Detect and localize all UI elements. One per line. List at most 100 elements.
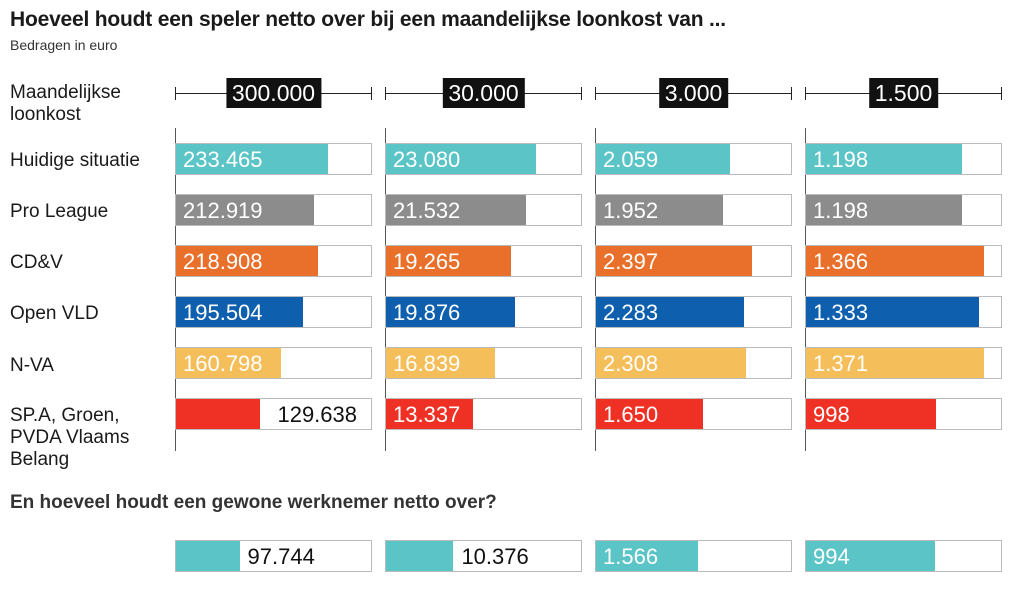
bar-fill [176, 399, 261, 429]
bar: 1.371 [805, 347, 1002, 379]
bar-fill [596, 297, 745, 327]
bar: 195.504 [175, 296, 372, 328]
bar-value-label: 160.798 [183, 351, 263, 376]
bar: 218.908 [175, 245, 372, 277]
bar-value-label: 16.839 [393, 351, 461, 376]
bar: 19.265 [385, 245, 582, 277]
column-header-label: 30.000 [442, 78, 525, 108]
row-label: SP.A, Groen, PVDA Vlaams Belang [10, 405, 130, 470]
bar-value-label: 1.371 [813, 351, 869, 376]
bar: 160.798 [175, 347, 372, 379]
column-header: 30.000 [385, 78, 582, 108]
chart-subtitle: Bedragen in euro [10, 37, 118, 53]
bar-fill [596, 399, 704, 429]
row-label: CD&V [10, 252, 63, 273]
bar: 1.198 [805, 143, 1002, 175]
bar-value-label: 2.308 [603, 351, 659, 376]
header-tick [791, 87, 792, 100]
bar-value-label: 1.952 [603, 198, 659, 223]
bar-value-label: 2.283 [603, 300, 659, 325]
row-label: Huidige situatie [10, 150, 140, 171]
bar-value-label: 1.366 [813, 249, 869, 274]
bar-value-label: 218.908 [183, 249, 263, 274]
bar-value-label: 1.566 [603, 544, 659, 569]
bar-fill [176, 195, 315, 225]
header-tick [371, 87, 372, 100]
bar-fill [386, 195, 526, 225]
bar-value-label: 2.059 [603, 147, 659, 172]
bar-fill [806, 246, 984, 276]
bar-fill [386, 541, 454, 571]
bar-value-label: 195.504 [183, 300, 263, 325]
bar-value-label: 212.919 [183, 198, 263, 223]
bar-fill [596, 541, 698, 571]
bar-value-label: 1.650 [603, 402, 659, 427]
bar-value-label: 998 [813, 402, 850, 427]
werknemer-bar: 994 [805, 540, 1002, 572]
header-tick [595, 87, 596, 100]
bar-value-label: 21.532 [393, 198, 461, 223]
bar-value-label: 19.876 [393, 300, 461, 325]
bar: 212.919 [175, 194, 372, 226]
header-tick [385, 87, 386, 100]
bar-value-label: 1.198 [813, 198, 869, 223]
bar-value-label: 19.265 [393, 249, 461, 274]
column-header: 1.500 [805, 78, 1002, 108]
bar: 21.532 [385, 194, 582, 226]
section2-title: En hoeveel houdt een gewone werknemer ne… [10, 492, 497, 513]
bar-fill [386, 348, 496, 378]
header-tick [805, 87, 806, 100]
bar: 129.638 [175, 398, 372, 430]
bar-fill [806, 348, 985, 378]
column-axis-line [175, 128, 176, 451]
bar: 1.650 [595, 398, 792, 430]
bar-fill [176, 246, 319, 276]
bar: 1.333 [805, 296, 1002, 328]
bar-fill [176, 348, 281, 378]
bar-fill [386, 144, 537, 174]
column-axis-line [385, 128, 386, 451]
header-label: Maandelijkse loonkost [10, 82, 121, 125]
bar-fill [806, 195, 962, 225]
row-label: Open VLD [10, 303, 99, 324]
column-axis-line [595, 128, 596, 451]
chart-title: Hoeveel houdt een speler netto over bij … [10, 8, 726, 31]
bar: 2.059 [595, 143, 792, 175]
column-header-label: 300.000 [225, 78, 322, 108]
bar: 13.337 [385, 398, 582, 430]
bar-value-label: 23.080 [393, 147, 461, 172]
bar-fill [596, 348, 747, 378]
bar: 2.308 [595, 347, 792, 379]
column-header: 3.000 [595, 78, 792, 108]
bar-value-label: 233.465 [183, 147, 263, 172]
column-header-label: 1.500 [868, 78, 939, 108]
bar: 16.839 [385, 347, 582, 379]
column-axis-line [805, 128, 806, 451]
bar-fill [386, 399, 473, 429]
bar-fill [176, 297, 304, 327]
row-label: Pro League [10, 201, 109, 222]
bar: 19.876 [385, 296, 582, 328]
bar: 998 [805, 398, 1002, 430]
header-tick [1001, 87, 1002, 100]
header-tick [175, 87, 176, 100]
bar-value-label: 1.198 [813, 147, 869, 172]
bar: 233.465 [175, 143, 372, 175]
bar: 2.283 [595, 296, 792, 328]
bar-fill [596, 144, 730, 174]
bar-value-label: 97.744 [247, 544, 315, 569]
column-header: 300.000 [175, 78, 372, 108]
werknemer-bar: 10.376 [385, 540, 582, 572]
bar-value-label: 10.376 [461, 544, 529, 569]
bar-fill [386, 246, 512, 276]
bar-fill [806, 541, 936, 571]
bar-fill [176, 144, 328, 174]
bar: 1.198 [805, 194, 1002, 226]
bar-fill [806, 144, 962, 174]
bar-value-label: 994 [813, 544, 850, 569]
bar-value-label: 2.397 [603, 249, 659, 274]
werknemer-bar: 1.566 [595, 540, 792, 572]
bar-fill [596, 195, 723, 225]
bar: 1.952 [595, 194, 792, 226]
header-tick [581, 87, 582, 100]
